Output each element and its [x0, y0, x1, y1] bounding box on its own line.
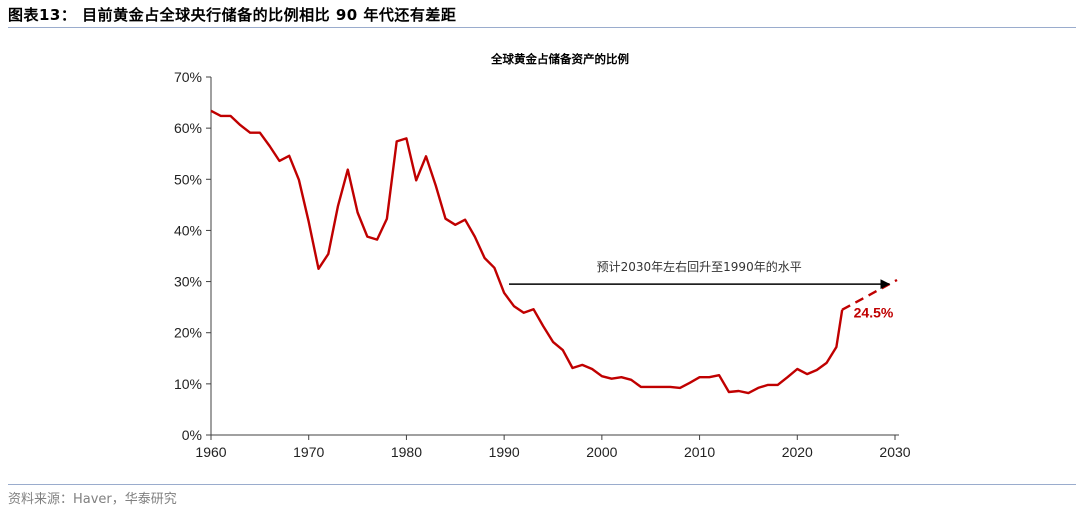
x-tick-label: 2000: [586, 444, 617, 460]
y-tick-label: 20%: [174, 325, 202, 341]
source-note: 资料来源：Haver，华泰研究: [8, 492, 177, 507]
y-tick-label: 40%: [174, 222, 202, 238]
gold-share-line: [210, 109, 844, 395]
value-label-24-5: 24.5%: [854, 305, 894, 321]
x-tick-label: 1990: [489, 444, 520, 460]
chart-title: 全球黄金占储备资产的比例: [490, 52, 629, 66]
x-tick-label: 1980: [391, 444, 422, 460]
figure-title: 图表13： 目前黄金占全球央行储备的比例相比 90 年代还有差距: [8, 6, 457, 24]
top-divider: [8, 27, 1076, 28]
y-tick-label: 50%: [174, 171, 202, 187]
data-series: [210, 109, 898, 395]
x-tick-label: 1970: [293, 444, 324, 460]
x-tick-label: 2010: [684, 444, 715, 460]
bottom-divider: [8, 484, 1076, 485]
x-tick-label: 2020: [782, 444, 813, 460]
y-tick-label: 0%: [182, 427, 202, 443]
y-tick-label: 60%: [174, 120, 202, 136]
x-tick-label: 1960: [195, 444, 226, 460]
annotations: 预计2030年左右回升至1990年的水平 24.5%: [509, 259, 894, 321]
arrow-annotation: 预计2030年左右回升至1990年的水平: [597, 259, 802, 274]
x-tick-label: 2030: [879, 444, 910, 460]
y-tick-label: 70%: [174, 69, 202, 85]
line-chart: 全球黄金占储备资产的比例 0% 10% 20% 30% 40% 50% 60% 70% 1960…: [174, 52, 911, 460]
y-tick-label: 30%: [174, 274, 202, 290]
y-tick-label: 10%: [174, 376, 202, 392]
axes: 0% 10% 20% 30% 40% 50% 60% 70% 1960 1970 1980 1990 2…: [174, 69, 911, 460]
